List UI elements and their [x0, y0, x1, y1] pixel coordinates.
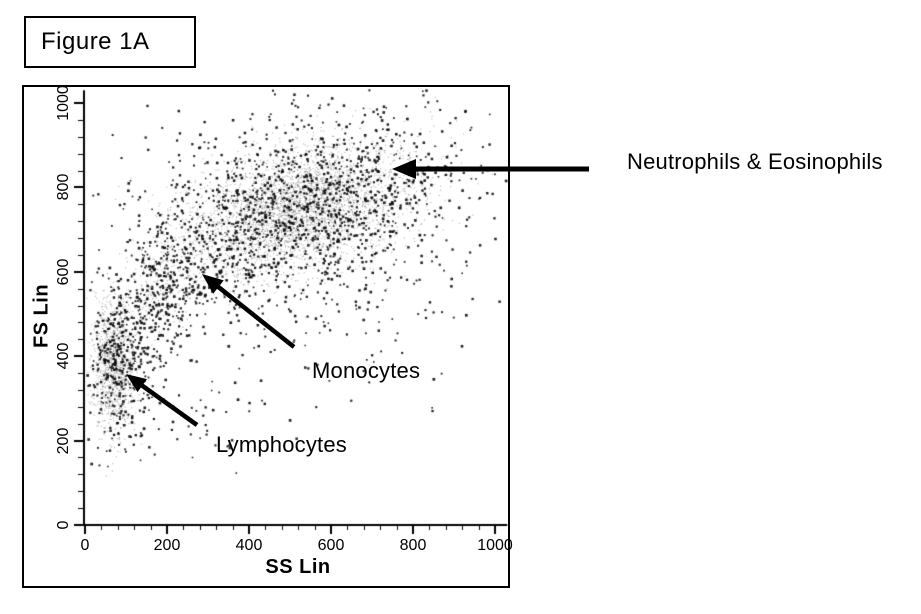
x-axis-title: SS Lin [265, 556, 331, 578]
arrow-monocytes [202, 274, 296, 349]
annotation-label-neutrophils-eosinophils: Neutrophils & Eosinophils [627, 149, 883, 174]
y-tick-label: 800 [55, 174, 72, 201]
y-axis-title: FS Lin [30, 283, 53, 349]
x-tick-label: 1000 [477, 537, 513, 554]
y-tick-label: 200 [55, 427, 72, 454]
y-tick-label: 0 [55, 520, 72, 530]
arrow-lymphocytes [126, 374, 199, 427]
y-tick-label: 400 [55, 342, 72, 370]
y-tick-label: 1000 [55, 85, 72, 121]
x-tick-label: 0 [80, 537, 90, 554]
x-tick-label: 600 [317, 537, 345, 554]
annotation-label-lymphocytes: Lymphocytes [216, 432, 347, 457]
x-tick-label: 200 [153, 537, 181, 554]
arrow-neutrophils-eosinophils [392, 159, 589, 179]
y-tick-label: 600 [55, 258, 72, 286]
x-tick-label: 400 [235, 537, 263, 554]
x-tick-label: 800 [399, 537, 427, 554]
annotation-label-monocytes: Monocytes [312, 358, 421, 383]
